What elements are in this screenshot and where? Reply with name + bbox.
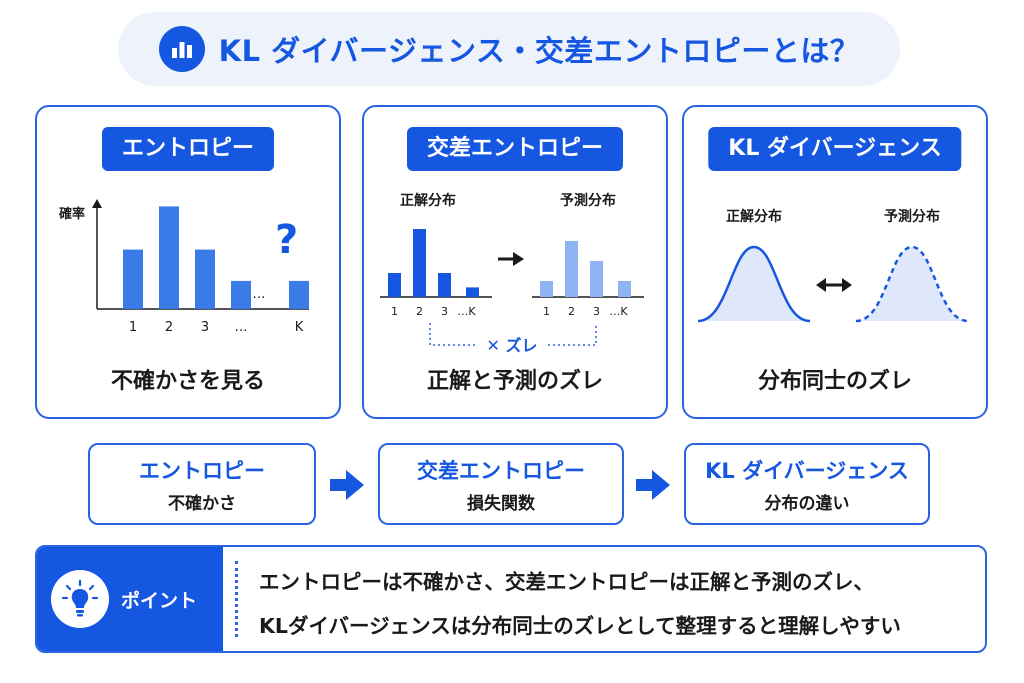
flow-entropy: エントロピー 不確かさ (88, 443, 316, 525)
pred-curve-outline (855, 245, 969, 323)
flow-title: エントロピー (139, 458, 265, 483)
cross-entropy-tick-label: 1 (543, 305, 550, 318)
dotted-divider (235, 561, 238, 637)
gap-label-bg (476, 333, 548, 357)
axis-label: 確率 (59, 206, 85, 222)
card-label-kl: KL ダイバージェンス (708, 127, 962, 171)
flow-arrow-icon (330, 470, 364, 500)
entropy-tick-label: 1 (129, 320, 137, 335)
cross-entropy-tick-label: …K (609, 305, 628, 318)
entropy-bar (289, 280, 309, 309)
cross-entropy-bar (590, 261, 603, 297)
y-axis-arrow (92, 199, 102, 208)
entropy-tick-label: 2 (165, 320, 173, 335)
cross-entropy-tick-label: 2 (416, 305, 423, 318)
kl-chart: 正解分布 予測分布 (697, 208, 969, 323)
entropy-tick-label: 3 (201, 320, 209, 335)
cross-entropy-bar (466, 287, 479, 297)
gap-label: ✕ ズレ (487, 336, 538, 355)
flow-subtitle: 分布の違い (764, 493, 850, 514)
card-label-entropy: エントロピー (101, 127, 275, 171)
card-caption-cross-entropy: 正解と予測のズレ (426, 369, 603, 394)
bar-chart-icon (158, 26, 205, 72)
card-entropy: エントロピー 確率 ? 1 2 3 … K … 不確かさを見る (35, 105, 341, 419)
flow-title: KL ダイバージェンス (705, 458, 909, 483)
cross-entropy-bar (413, 229, 426, 297)
entropy-ellipsis: … (253, 287, 266, 302)
cross-entropy-bar (540, 281, 553, 297)
point-label: ポイント (121, 589, 198, 612)
point-line: エントロピーは不確かさ、交差エントロピーは正解と予測のズレ、 (259, 570, 874, 594)
entropy-bar (123, 249, 143, 309)
true-curve-outline (697, 245, 811, 323)
card-cross-entropy: 交差エントロピー 正解分布 予測分布 ✕ ズレ 1 2 3 …K 1 2 3 …K 正解と予測… (362, 105, 668, 419)
double-arrow-icon (816, 278, 852, 292)
point-header: ポイント (37, 547, 223, 651)
cross-entropy-tick-label: 1 (391, 305, 398, 318)
pred-distribution-label: 予測分布 (884, 208, 940, 225)
flow-subtitle: 損失関数 (467, 493, 535, 514)
cross-entropy-tick-label: 3 (441, 305, 448, 318)
true-distribution-label: 正解分布 (400, 192, 456, 209)
flow-subtitle: 不確かさ (168, 493, 236, 514)
card-kl-divergence: KL ダイバージェンス 正解分布 予測分布 分布同士のズレ (682, 105, 988, 419)
page-title: KL ダイバージェンス・交差エントロピーとは？ (218, 34, 860, 68)
entropy-chart: 確率 ? 1 2 3 … K … (59, 199, 309, 335)
flow-kl: KL ダイバージェンス 分布の違い (684, 443, 930, 525)
entropy-bar (159, 206, 179, 309)
cross-entropy-bar (618, 281, 631, 297)
true-distribution-curve (698, 247, 810, 321)
pred-distribution-label: 予測分布 (560, 192, 616, 209)
point-line: KLダイバージェンスは分布同士のズレとして整理すると理解しやすい (259, 614, 901, 638)
card-caption-kl: 分布同士のズレ (757, 369, 912, 394)
cross-entropy-tick-label: …K (457, 305, 476, 318)
entropy-tick-label: … (235, 320, 248, 335)
cross-entropy-bar (565, 241, 578, 297)
cross-entropy-bar (388, 273, 401, 297)
flow-cross-entropy: 交差エントロピー 損失関数 (378, 443, 624, 525)
cross-entropy-tick-label: 3 (593, 305, 600, 318)
point-box: ポイント エントロピーは不確かさ、交差エントロピーは正解と予測のズレ、 KLダイ… (35, 545, 987, 653)
entropy-bar (231, 280, 251, 309)
entropy-bar (195, 249, 215, 309)
title-banner: KL ダイバージェンス・交差エントロピーとは？ (118, 12, 900, 86)
question-mark: ? (275, 217, 298, 263)
card-label-cross-entropy: 交差エントロピー (406, 127, 624, 171)
card-caption-entropy: 不確かさを見る (110, 369, 265, 394)
right-arrow-icon (498, 252, 524, 266)
flow-arrow-icon (636, 470, 670, 500)
pred-distribution-curve (856, 247, 968, 321)
true-distribution-label: 正解分布 (726, 208, 782, 225)
cross-entropy-chart: 正解分布 予測分布 ✕ ズレ 1 2 3 …K 1 2 3 …K (380, 192, 644, 357)
entropy-tick-label: K (295, 320, 304, 335)
cross-entropy-bar (438, 273, 451, 297)
cross-entropy-tick-label: 2 (568, 305, 575, 318)
lightbulb-icon (51, 570, 109, 628)
point-text: エントロピーは不確かさ、交差エントロピーは正解と予測のズレ、 KLダイバージェン… (259, 565, 975, 639)
flow-title: 交差エントロピー (417, 458, 585, 483)
